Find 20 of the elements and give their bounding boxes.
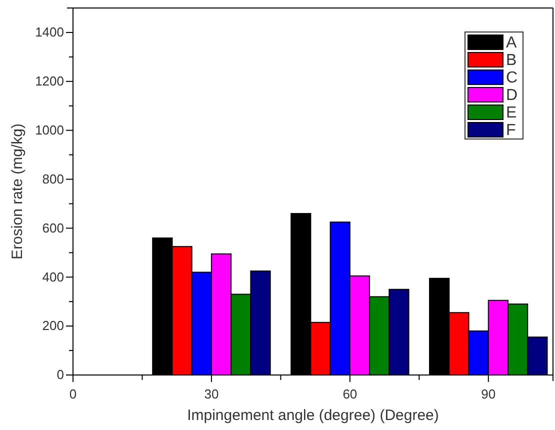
y-axis-title: Erosion rate (mg/kg) [9,124,26,260]
legend-label: F [506,122,516,139]
y-tick-label: 1200 [35,74,64,89]
y-tick-label: 200 [42,318,64,334]
y-tick-label: 1000 [35,122,64,138]
y-tick-label: 400 [42,269,64,284]
y-tick-label: 600 [42,220,64,236]
x-axis-title: Impingement angle (degree) (Degree) [187,407,439,424]
legend-label: E [506,104,517,122]
legend-label: A [506,34,517,52]
legend-label: B [506,52,517,69]
y-tick-label: 1400 [35,24,64,40]
x-tick-label: 60 [342,386,358,402]
legend-label: C [506,70,518,86]
x-tick-label: 0 [69,386,77,402]
legend-label: D [506,87,518,104]
x-tick-label: 30 [204,386,219,402]
y-tick-label: 0 [56,367,64,382]
x-tick-label: 90 [481,386,496,402]
y-tick-label: 800 [42,171,64,186]
